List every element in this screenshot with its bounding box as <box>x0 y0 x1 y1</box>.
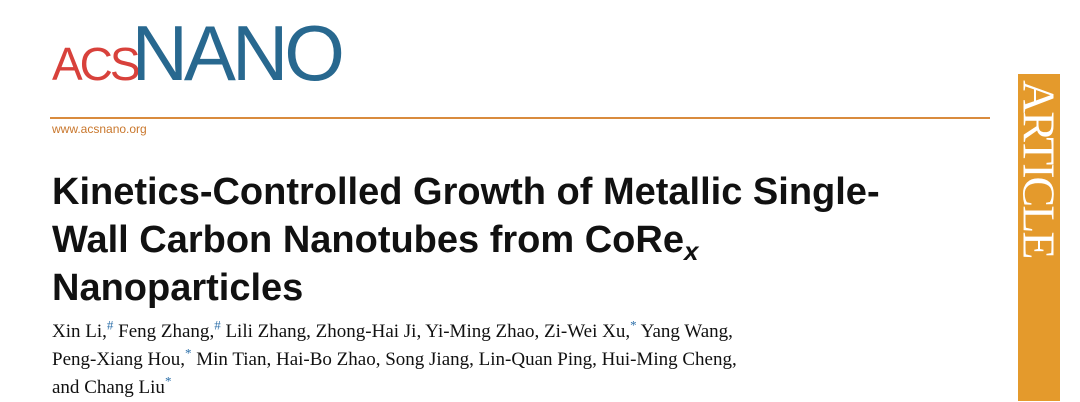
author-name: Chang Liu <box>84 377 165 398</box>
author-name: Lin-Quan Ping <box>478 349 593 370</box>
journal-logo: ACSNANO <box>52 8 345 99</box>
separator: , <box>731 349 737 370</box>
separator: , <box>592 349 597 370</box>
author-mark: # <box>214 317 221 333</box>
separator: , <box>180 349 185 370</box>
author-mark: * <box>184 345 192 361</box>
header-rule <box>50 117 990 119</box>
author-name: Yi-Ming Zhao <box>425 321 535 342</box>
separator: , <box>625 321 631 342</box>
separator: , <box>416 321 422 342</box>
title-line: Nanoparticles <box>52 267 304 309</box>
author-name: Zi-Wei Xu <box>544 321 626 342</box>
separator: , <box>209 321 215 342</box>
author-name: Zhong-Hai Ji <box>315 321 417 342</box>
separator: , <box>728 321 733 342</box>
author-name: Peng-Xiang Hou <box>52 349 181 370</box>
author-name: Hai-Bo Zhao <box>275 349 376 370</box>
logo-nano: NANO <box>131 9 345 97</box>
article-title: Kinetics-Controlled Growth of Metallic S… <box>52 168 880 312</box>
separator: , <box>266 349 272 370</box>
author-mark: * <box>630 317 637 333</box>
author-name: Lili Zhang <box>225 321 307 342</box>
separator: , <box>534 321 540 342</box>
title-line: Kinetics-Controlled Growth of Metallic S… <box>52 171 880 213</box>
author-mark: * <box>164 373 172 389</box>
journal-url[interactable]: www.acsnano.org <box>52 122 147 136</box>
author-name: Min Tian <box>196 349 267 370</box>
section-label: ARTICLE <box>1013 80 1065 258</box>
author-name: Feng Zhang <box>118 321 210 342</box>
conjunction: and <box>52 377 80 398</box>
author-name: Yang Wang <box>640 321 729 342</box>
separator: , <box>306 321 311 342</box>
logo-acs: ACS <box>52 38 141 90</box>
author-name: Xin Li <box>52 321 103 342</box>
title-subscript: x <box>683 236 699 266</box>
title-line: Wall Carbon Nanotubes from CoRe <box>52 219 684 261</box>
section-tab: ARTICLE <box>1014 74 1065 401</box>
author-mark: # <box>106 317 114 333</box>
author-list: Xin Li,# Feng Zhang,# Lili Zhang, Zhong-… <box>52 318 737 402</box>
separator: , <box>102 321 107 342</box>
separator: , <box>375 349 381 370</box>
author-name: Hui-Ming Cheng <box>601 349 732 370</box>
separator: , <box>469 349 474 370</box>
author-name: Song Jiang <box>385 349 470 370</box>
